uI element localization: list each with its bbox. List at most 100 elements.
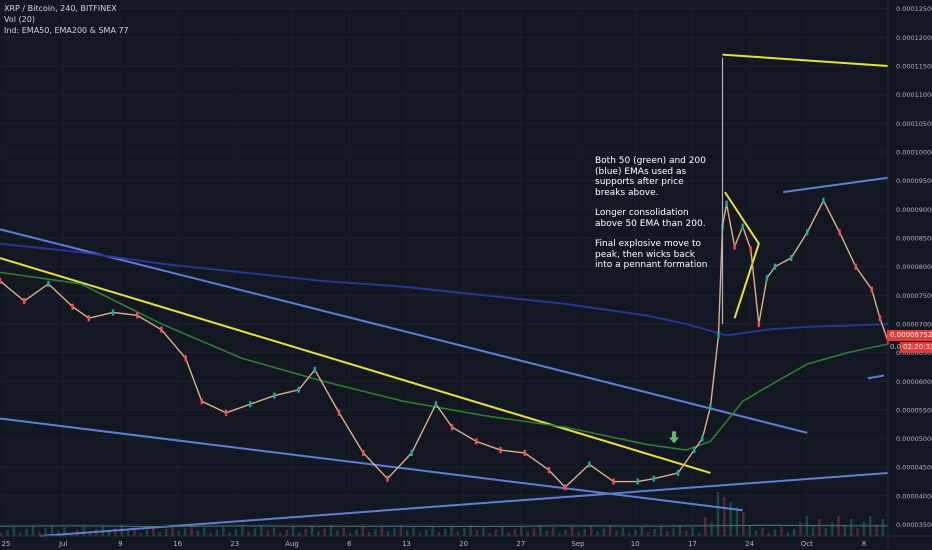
x-tick-label: 27 [516,540,525,548]
price-candle [160,326,163,333]
volume-bar [82,526,85,536]
volume-bar [532,528,536,536]
price-candle [749,246,752,253]
volume-bar [691,527,694,536]
volume-bar [405,530,409,536]
price-candle [87,315,90,322]
annotation-paragraph-2: Longer consolidation above 50 EMA than 2… [595,208,706,229]
volume-bar [317,531,320,536]
sma77-volume-line [0,524,888,527]
volume-bar [329,525,333,536]
ema200-line [0,242,889,337]
symbol-label[interactable]: XRP / Bitcoin, 240, BITFINEX [4,4,117,13]
volume-bar [767,533,770,536]
y-tick-label: 0.00008500 [896,234,932,242]
volume-indicator-label[interactable]: Vol (20) [4,15,35,24]
y-tick-label: 0.00006000 [896,378,932,386]
price-candle [362,449,365,456]
y-tick-label: 0.00011500 [896,63,932,71]
volume-bar [589,525,593,536]
price-candle [475,438,478,445]
volume-bar [666,531,669,536]
price-candle [273,392,276,399]
price-candle [297,386,300,393]
price-candle [878,315,882,322]
volume-bar [57,530,60,536]
volume-bar [672,528,675,536]
volume-bar [336,530,339,536]
volume-bar [748,525,751,536]
volume-bar [323,528,326,536]
y-tick-label: 0.00010500 [896,120,932,128]
y-tick-label: 0.00008000 [896,263,932,271]
price-candle [588,461,591,468]
volume-bar [646,532,650,536]
volume-bar [862,522,866,536]
volume-bar [475,530,479,536]
volume-bar [811,525,815,536]
price-candle [725,200,728,207]
volume-bar [792,529,796,536]
volume-bar [881,519,885,536]
trendline-blue [0,417,743,512]
price-candle [71,303,74,310]
chart-annotation: Both 50 (green) and 200 (blue) EMAs used… [595,156,715,281]
volume-bar [482,527,485,536]
volume-bar [678,525,682,536]
price-candle [789,255,793,262]
volume-bar [577,532,580,536]
price-candle [499,447,502,454]
volume-bar [754,530,758,536]
volume-bar [450,525,453,536]
volume-bar [367,532,371,536]
volume-bar [437,532,441,536]
price-candle [23,298,26,305]
volume-bar [653,529,656,536]
trendline-blue [40,471,889,537]
trendline-blue [0,228,808,434]
price-candle [224,409,228,416]
volume-bar [659,525,663,536]
volume-bar [799,522,802,536]
price-candle [200,398,204,405]
volume-bar [6,529,9,536]
volume-bar [215,529,219,536]
volume-bar [818,519,821,536]
volume-bar [126,530,130,536]
y-tick-label: 0.00009500 [896,177,932,185]
volume-bar [253,528,257,536]
volume-bar [386,531,390,536]
y-tick-label: 0.00005000 [896,435,932,443]
chart-legend: XRP / Bitcoin, 240, BITFINEX Vol (20) In… [4,3,129,36]
volume-bar [0,533,3,536]
volume-bar [304,529,307,536]
volume-bar [742,512,745,536]
y-tick-label: 0.00006500 [896,349,932,357]
volume-bar [824,528,828,536]
trendline-yellow [722,53,889,68]
volume-bar [564,529,568,536]
volume-bar [697,533,701,536]
last-price-tag: 0.00006752 [887,330,932,341]
volume-bar [761,527,764,536]
y-tick-label: 0.00012500 [896,5,932,13]
price-candle [523,449,526,456]
volume-bar [310,525,314,536]
indicators-label[interactable]: Ind: EMA50, EMA200 & SMA 77 [4,26,129,35]
volume-bar [158,532,162,536]
x-tick-label: Jul [58,540,68,548]
volume-bar [780,526,783,536]
volume-bar [152,526,155,536]
price-candle [733,243,736,250]
price-candle [547,467,551,474]
trendline-blue [782,176,889,194]
x-tick-label: 6 [347,540,352,548]
volume-bar [583,529,587,536]
volume-bar [849,519,853,536]
volume-bar [710,522,713,536]
volume-bar [114,528,117,536]
trendline-blue [867,374,885,380]
price-candle [0,277,2,284]
y-tick-label: 0.00005500 [896,406,932,414]
